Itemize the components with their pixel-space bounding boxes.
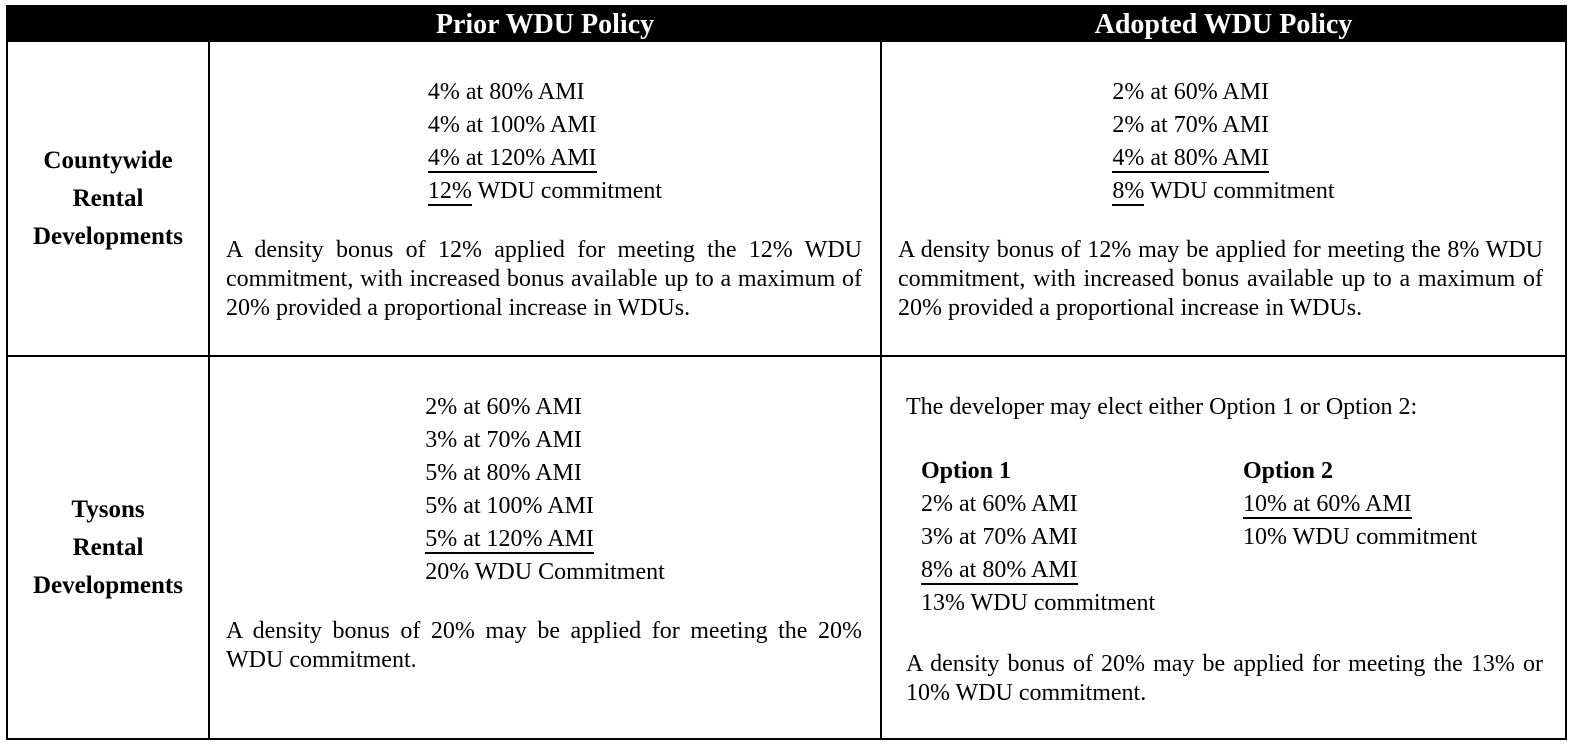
ami-list-line: 12% WDU commitment [427,178,663,206]
ami-list-line: 3% at 70% AMI [921,524,1078,550]
row-label-tysons: Tysons Rental Developments [8,357,210,738]
ami-commitment-list: 4% at 80% AMI 4% at 100% AMI 4% at 120% … [427,76,663,208]
header-prior-wdu-policy: Prior WDU Policy [210,7,882,42]
ami-list-line: 8% WDU commitment [1112,178,1335,206]
ami-list-line: 13% WDU commitment [921,590,1156,616]
options-columns: Option 1 2% at 60% AMI 3% at 70% AMI 8% … [921,455,1543,620]
ami-commitment-list: 2% at 60% AMI 3% at 70% AMI 5% at 80% AM… [425,391,665,589]
ami-list-line: 10% at 60% AMI [1243,491,1412,519]
option-1-title: Option 1 [921,458,1012,484]
ami-list-line: 10% WDU commitment [1243,524,1478,550]
row-label-line: Rental [72,533,144,561]
row-label-line: Tysons [71,495,145,523]
wdu-policy-comparison-table: Prior WDU Policy Adopted WDU Policy Coun… [6,5,1567,740]
ami-list-line: 4% at 80% AMI [427,79,585,105]
ami-list-line: 20% WDU Commitment [425,559,665,585]
row-label-line: Developments [33,222,183,250]
ami-list-line: 2% at 60% AMI [425,394,582,420]
ami-list-line: 4% at 120% AMI [427,145,597,173]
row-label-countywide: Countywide Rental Developments [8,42,210,357]
ami-list-line: 4% at 100% AMI [427,112,597,138]
ami-list-line: 2% at 70% AMI [1112,112,1270,138]
ami-list-line: 5% at 120% AMI [425,526,594,554]
ami-list-line: 5% at 100% AMI [425,493,594,519]
ami-list-line: 2% at 60% AMI [1112,79,1270,105]
ami-list-line: 2% at 60% AMI [921,491,1078,517]
option-2-column: Option 2 10% at 60% AMI 10% WDU commitme… [1243,455,1477,620]
option-2-title: Option 2 [1243,458,1334,484]
ami-commitment-list: 2% at 60% AMI 2% at 70% AMI 4% at 80% AM… [1112,76,1335,208]
developer-options-intro: The developer may elect either Option 1 … [906,394,1418,420]
option-1-column: Option 1 2% at 60% AMI 3% at 70% AMI 8% … [921,455,1243,620]
header-prior-label: Prior WDU Policy [435,8,655,40]
ami-list-line: 3% at 70% AMI [425,427,582,453]
row-label-line: Countywide [43,146,173,174]
density-bonus-paragraph: A density bonus of 20% may be applied fo… [226,618,862,673]
countywide-prior-cell: 4% at 80% AMI 4% at 100% AMI 4% at 120% … [210,42,882,357]
header-adopted-label: Adopted WDU Policy [1094,8,1353,40]
tysons-adopted-cell: The developer may elect either Option 1 … [882,357,1565,738]
ami-list-line: 8% at 80% AMI [921,557,1078,585]
tysons-prior-cell: 2% at 60% AMI 3% at 70% AMI 5% at 80% AM… [210,357,882,738]
row-label-line: Rental [72,184,144,212]
ami-list-line: 5% at 80% AMI [425,460,582,486]
ami-list-line: 4% at 80% AMI [1112,145,1270,173]
header-corner-cell [8,7,210,42]
density-bonus-paragraph: A density bonus of 12% may be applied fo… [898,237,1543,321]
header-adopted-wdu-policy: Adopted WDU Policy [882,7,1565,42]
row-label-line: Developments [33,571,183,599]
density-bonus-paragraph: A density bonus of 20% may be applied fo… [906,651,1543,706]
density-bonus-paragraph: A density bonus of 12% applied for meeti… [226,237,862,321]
countywide-adopted-cell: 2% at 60% AMI 2% at 70% AMI 4% at 80% AM… [882,42,1565,357]
